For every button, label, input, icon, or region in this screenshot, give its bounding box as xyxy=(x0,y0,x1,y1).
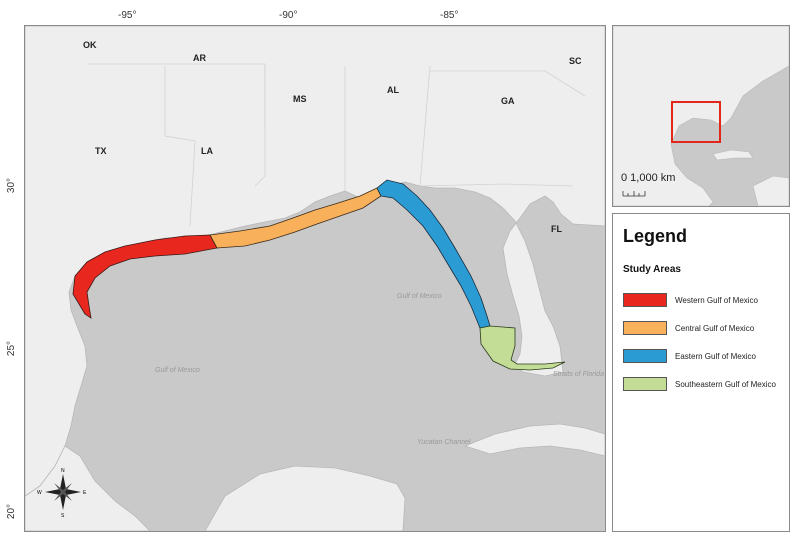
legend-item-western: Western Gulf of Mexico xyxy=(623,292,758,308)
legend-panel: Legend Study Areas Western Gulf of Mexic… xyxy=(612,213,790,532)
compass-e: E xyxy=(83,490,87,496)
lat-tick-25: 25° xyxy=(6,340,18,357)
label-ok: OK xyxy=(83,40,97,50)
legend-subtitle: Study Areas xyxy=(623,264,681,275)
legend-title: Legend xyxy=(623,226,688,246)
compass-n: N xyxy=(61,468,65,474)
legend-label-southeastern: Southeastern Gulf of Mexico xyxy=(675,379,776,389)
label-ar: AR xyxy=(193,53,206,63)
inset-map[interactable]: 0 1,000 km xyxy=(612,25,790,207)
label-yucatan: Yucatan Channel xyxy=(417,439,471,446)
label-ga: GA xyxy=(501,96,515,106)
label-gulf-center: Gulf of Mexico xyxy=(397,293,442,300)
lat-tick-30: 30° xyxy=(6,177,18,194)
legend-label-central: Central Gulf of Mexico xyxy=(675,323,755,333)
inset-cuba xyxy=(712,149,754,161)
compass-w: W xyxy=(37,490,42,496)
compass-rose: N S E W xyxy=(37,468,87,519)
lat-tick-20: 20° xyxy=(6,503,18,520)
legend-item-southeastern: Southeastern Gulf of Mexico xyxy=(623,376,776,392)
label-gulf-west: Gulf of Mexico xyxy=(155,367,200,374)
legend-item-eastern: Eastern Gulf of Mexico xyxy=(623,348,756,364)
main-map-canvas: OK AR MS AL GA SC TX LA FL Gulf of Mexic… xyxy=(24,25,606,532)
main-map[interactable]: OK AR MS AL GA SC TX LA FL Gulf of Mexic… xyxy=(24,25,606,532)
legend-swatch-central xyxy=(623,321,667,335)
us-landmass xyxy=(24,25,606,497)
legend-label-western: Western Gulf of Mexico xyxy=(675,295,758,305)
legend-label-eastern: Eastern Gulf of Mexico xyxy=(675,351,756,361)
inset-north-america xyxy=(612,25,790,207)
label-al: AL xyxy=(387,85,399,95)
label-tx: TX xyxy=(95,146,107,156)
state-boundaries xyxy=(87,63,586,227)
inset-extent-box xyxy=(671,101,721,143)
legend-swatch-southeastern xyxy=(623,377,667,391)
yucatan-landmass xyxy=(204,465,406,532)
inset-map-canvas xyxy=(612,25,790,207)
legend-item-central: Central Gulf of Mexico xyxy=(623,320,754,336)
legend-swatch-western xyxy=(623,293,667,307)
label-straits: Straits of Florida xyxy=(553,371,604,378)
label-ms: MS xyxy=(293,94,307,104)
southeastern-gulf-region xyxy=(479,325,566,371)
label-fl: FL xyxy=(551,224,562,234)
compass-s: S xyxy=(61,513,65,519)
lon-tick-95: -95° xyxy=(118,10,137,21)
label-la: LA xyxy=(201,146,213,156)
inset-scale-label: 0 1,000 km xyxy=(621,172,676,184)
inset-scale-bar xyxy=(622,191,646,197)
lon-tick-90: -90° xyxy=(279,10,298,21)
lon-tick-85: -85° xyxy=(440,10,459,21)
label-sc: SC xyxy=(569,56,582,66)
legend-swatch-eastern xyxy=(623,349,667,363)
